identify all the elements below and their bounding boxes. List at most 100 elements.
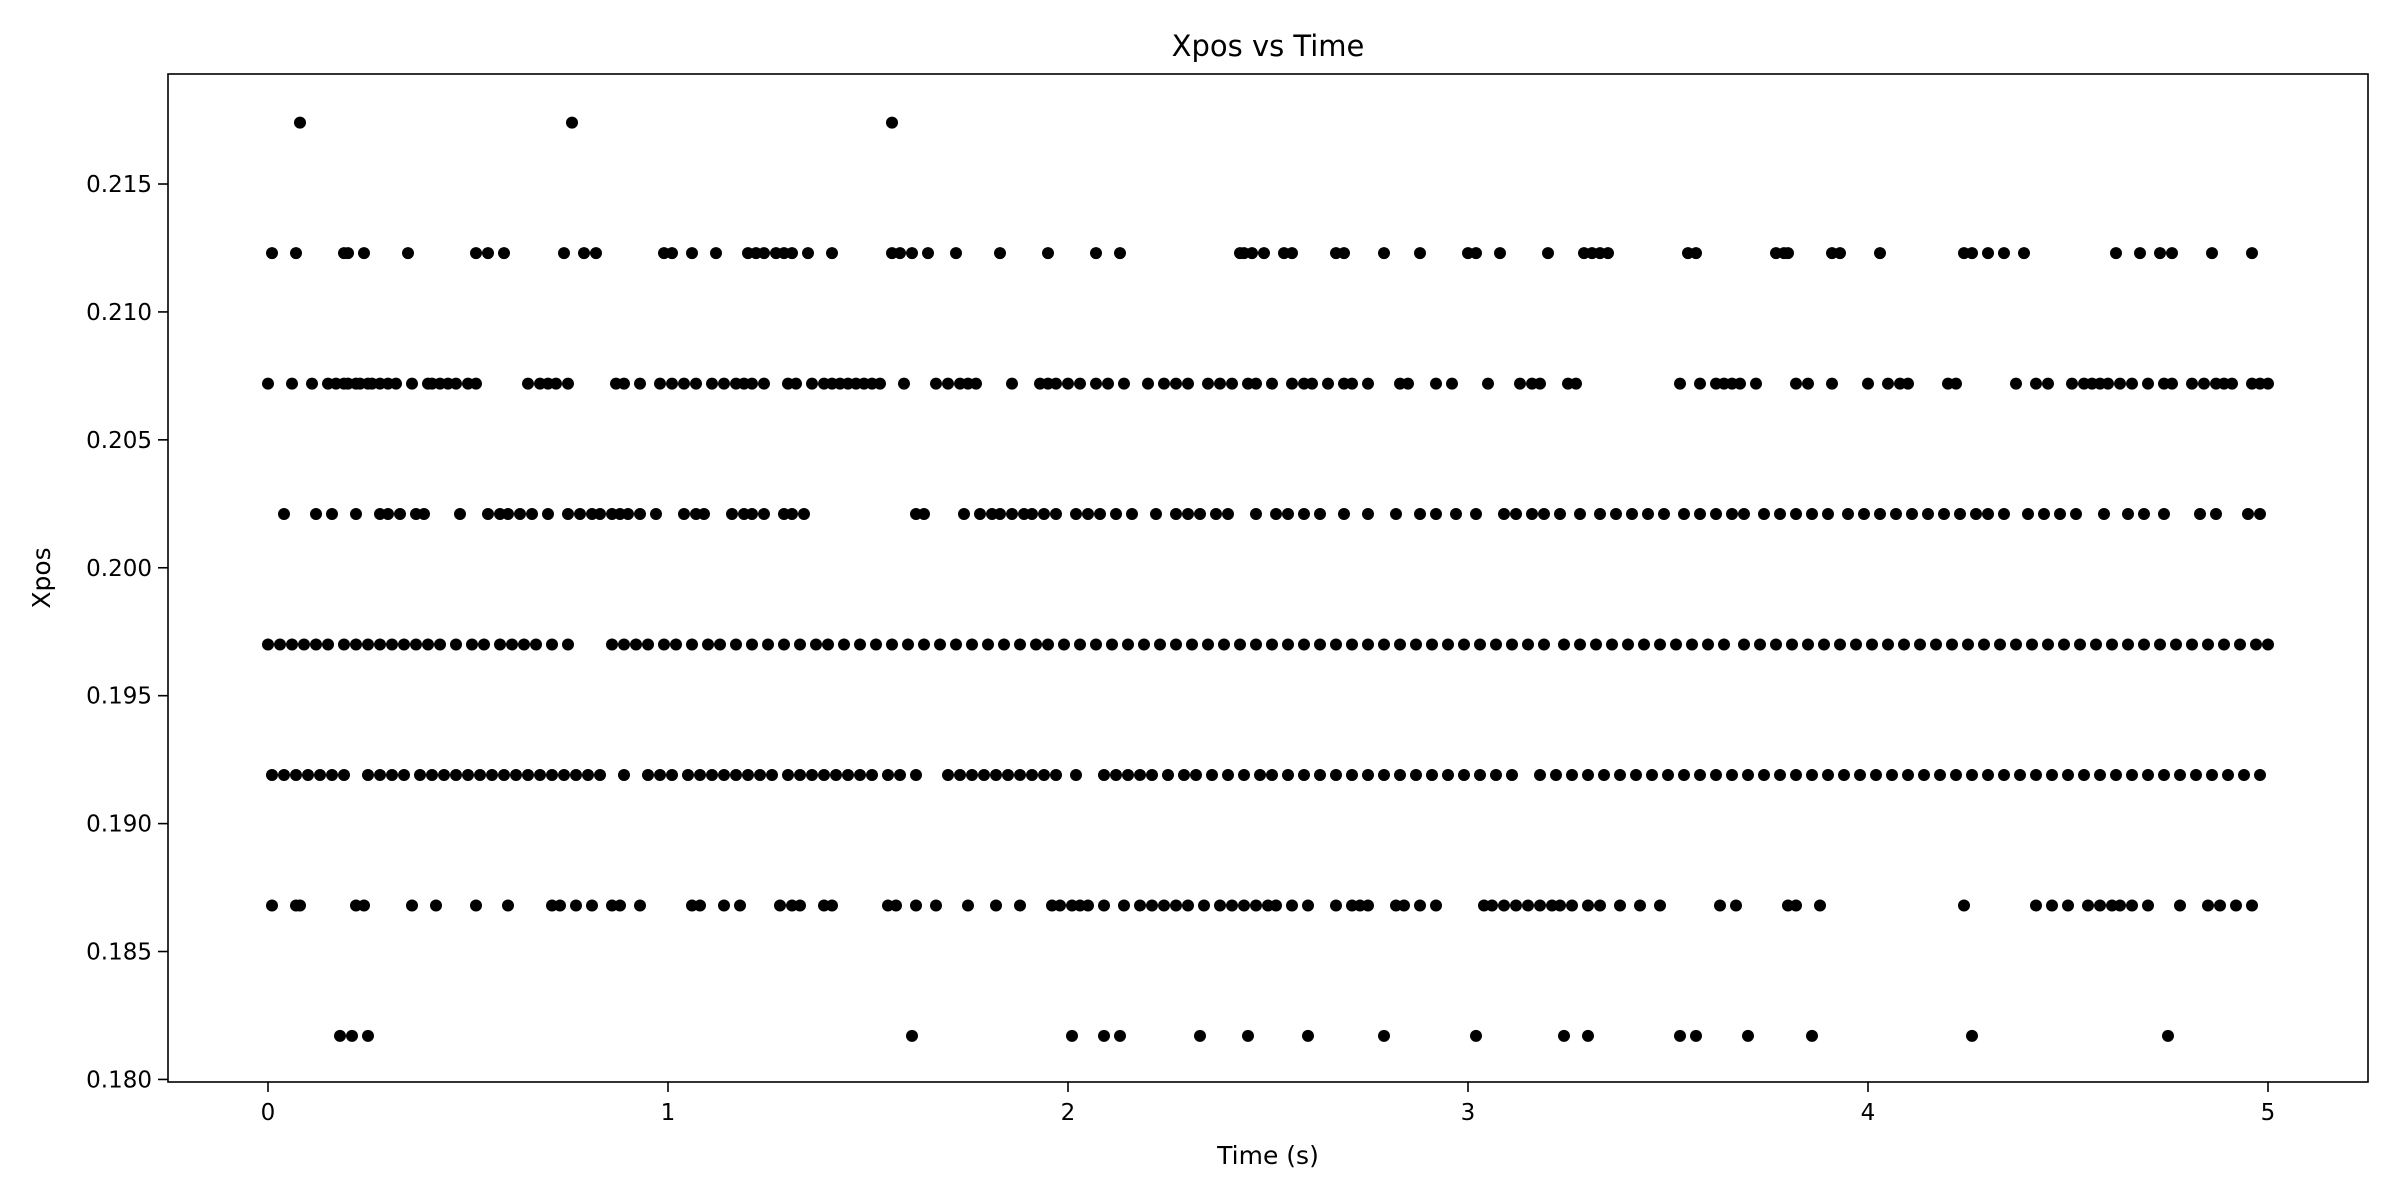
data-point — [1426, 769, 1438, 781]
data-point — [546, 769, 558, 781]
data-point — [414, 769, 426, 781]
data-point — [670, 638, 682, 651]
data-point — [1134, 899, 1146, 912]
data-point — [758, 508, 770, 520]
data-point — [1858, 508, 1870, 520]
data-point — [1238, 769, 1250, 781]
data-point — [1506, 769, 1518, 781]
data-point — [830, 769, 842, 781]
data-point — [466, 638, 478, 651]
data-point — [1182, 508, 1194, 520]
data-point — [666, 247, 678, 260]
data-point — [2038, 508, 2050, 520]
data-point — [2010, 638, 2022, 651]
data-points — [262, 116, 2274, 1042]
data-point — [1002, 769, 1014, 781]
data-point — [1426, 638, 1438, 651]
data-point — [1442, 638, 1454, 651]
data-point — [1162, 769, 1174, 781]
data-point — [402, 247, 414, 260]
data-point — [1718, 638, 1730, 651]
data-point — [1806, 769, 1818, 781]
data-point — [1738, 508, 1750, 520]
data-point — [970, 377, 982, 390]
data-point — [1842, 508, 1854, 520]
data-point — [474, 769, 486, 781]
data-point — [1194, 1029, 1206, 1042]
data-point — [286, 377, 298, 390]
data-point — [498, 769, 510, 781]
data-point — [1470, 508, 1482, 520]
data-point — [1882, 377, 1894, 390]
data-point — [882, 769, 894, 781]
data-point — [1914, 638, 1926, 651]
data-point — [426, 769, 438, 781]
data-point — [266, 769, 278, 781]
data-point — [1534, 377, 1546, 390]
data-point — [1674, 377, 1686, 390]
data-point — [1082, 508, 1094, 520]
data-point — [550, 377, 562, 390]
x-tick-label: 2 — [1061, 1100, 1076, 1126]
data-point — [1982, 247, 1994, 260]
data-point — [2062, 769, 2074, 781]
data-point — [1906, 508, 1918, 520]
data-point — [590, 247, 602, 260]
data-point — [2194, 508, 2206, 520]
data-point — [1066, 1029, 1078, 1042]
data-point — [406, 899, 418, 912]
data-point — [1522, 638, 1534, 651]
data-point — [1510, 508, 1522, 520]
data-point — [2122, 508, 2134, 520]
data-point — [1270, 508, 1282, 520]
data-point — [1642, 508, 1654, 520]
data-point — [1678, 769, 1690, 781]
data-point — [1470, 247, 1482, 260]
data-point — [1486, 899, 1498, 912]
data-point — [1498, 508, 1510, 520]
data-point — [2190, 769, 2202, 781]
data-point — [1014, 899, 1026, 912]
data-point — [1286, 899, 1298, 912]
data-point — [1430, 508, 1442, 520]
data-point — [1362, 769, 1374, 781]
data-point — [526, 508, 538, 520]
data-point — [1082, 899, 1094, 912]
data-point — [790, 377, 802, 390]
data-point — [694, 769, 706, 781]
data-point — [690, 377, 702, 390]
data-point — [782, 769, 794, 781]
data-point — [794, 899, 806, 912]
data-point — [1678, 508, 1690, 520]
data-point — [634, 377, 646, 390]
data-point — [1494, 247, 1506, 260]
data-point — [398, 638, 410, 651]
data-point — [806, 377, 818, 390]
data-point — [754, 769, 766, 781]
data-point — [1662, 769, 1674, 781]
data-point — [1734, 377, 1746, 390]
data-point — [278, 508, 290, 520]
data-point — [1250, 508, 1262, 520]
data-point — [2022, 508, 2034, 520]
data-point — [1118, 377, 1130, 390]
data-point — [1006, 508, 1018, 520]
data-point — [1042, 247, 1054, 260]
data-point — [2098, 508, 2110, 520]
data-point — [1234, 638, 1246, 651]
data-point — [974, 508, 986, 520]
data-point — [1154, 638, 1166, 651]
data-point — [666, 377, 678, 390]
y-tick-label: 0.195 — [86, 684, 152, 710]
data-point — [1126, 508, 1138, 520]
data-point — [1822, 769, 1834, 781]
data-point — [498, 247, 510, 260]
y-axis-ticks: 0.180 0.185 0.190 0.195 0.200 0.205 0.210 0.215 — [86, 172, 168, 1093]
data-point — [2102, 377, 2114, 390]
data-point — [1790, 377, 1802, 390]
data-point — [618, 769, 630, 781]
data-point — [1950, 377, 1962, 390]
data-point — [694, 899, 706, 912]
data-point — [642, 769, 654, 781]
data-point — [1430, 377, 1442, 390]
